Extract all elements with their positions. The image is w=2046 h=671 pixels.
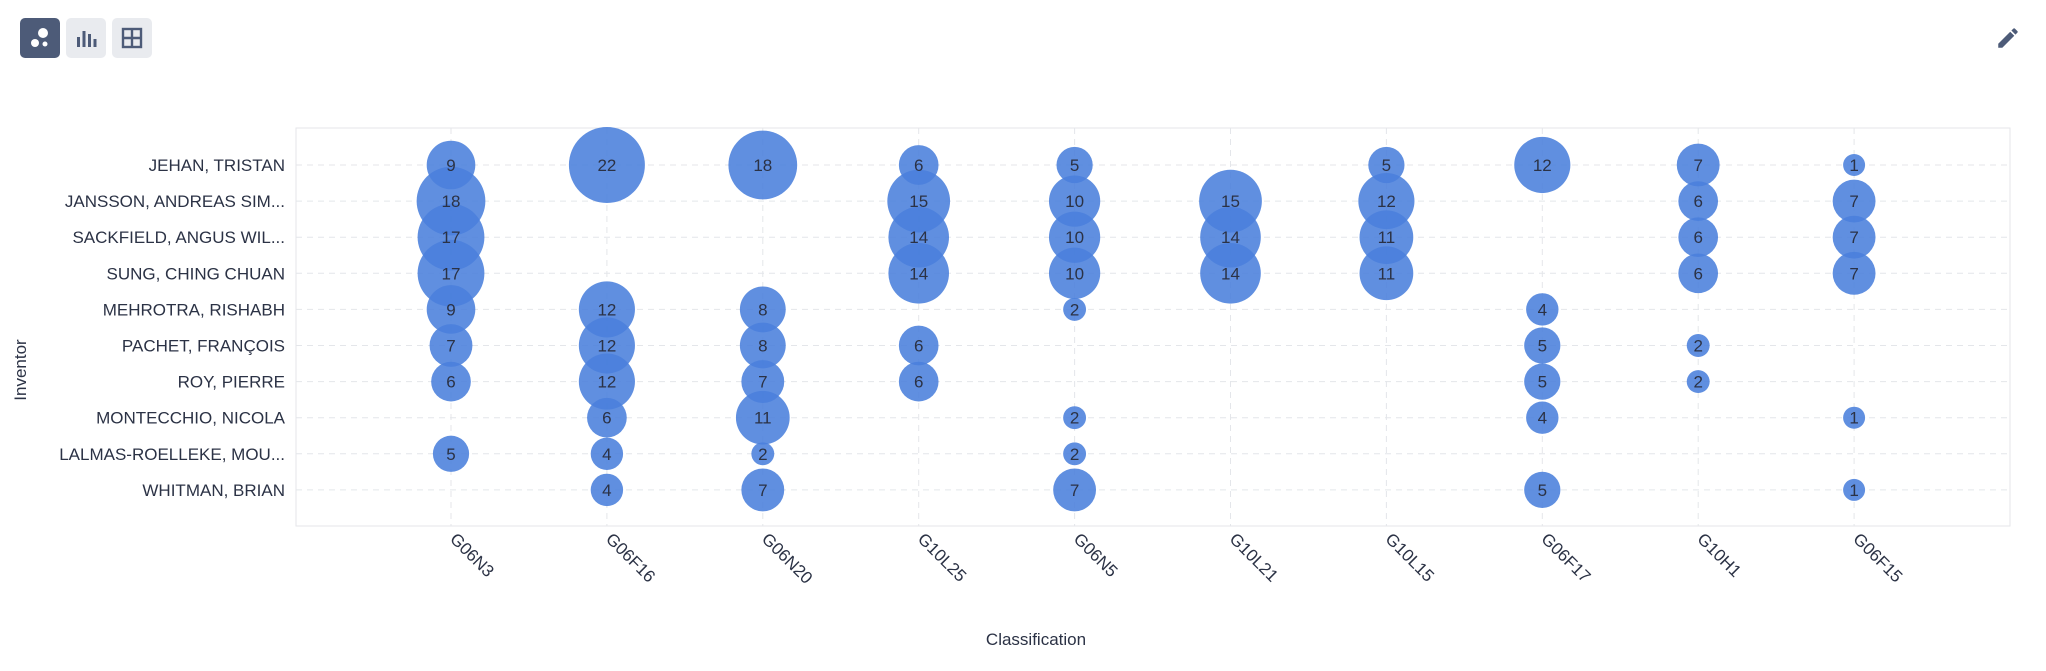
bubble-value-label: 18	[753, 156, 772, 175]
x-tick-label: G10L21	[1226, 529, 1282, 585]
bubble-value-label: 6	[1693, 228, 1702, 247]
y-tick-label: PACHET, FRANÇOIS	[122, 337, 285, 356]
bubble-value-label: 7	[1693, 156, 1702, 175]
bubble-value-label: 18	[442, 192, 461, 211]
bubble-value-label: 4	[602, 445, 611, 464]
bubble-value-label: 10	[1065, 228, 1084, 247]
bubble-value-label: 6	[1693, 264, 1702, 283]
bubble-value-label: 12	[597, 300, 616, 319]
bubble-value-label: 5	[1070, 156, 1079, 175]
bubble-value-label: 2	[1693, 337, 1702, 356]
bubble-value-label: 15	[1221, 192, 1240, 211]
bubble-value-label: 14	[909, 228, 928, 247]
bubble-value-label: 6	[914, 373, 923, 392]
x-tick-label: G06F16	[602, 529, 659, 586]
y-tick-label: LALMAS-ROELLEKE, MOU...	[59, 445, 285, 464]
bubble-value-label: 5	[1538, 481, 1547, 500]
bubble-value-label: 7	[1070, 481, 1079, 500]
bubble-value-label: 1	[1849, 156, 1858, 175]
bubble-value-label: 9	[446, 300, 455, 319]
bubble-value-label: 4	[602, 481, 611, 500]
bubble-value-label: 6	[446, 373, 455, 392]
bubble-value-label: 6	[914, 337, 923, 356]
bubble-value-label: 8	[758, 300, 767, 319]
bubble-value-label: 11	[1378, 228, 1396, 247]
bubble-value-label: 5	[1538, 337, 1547, 356]
x-tick-label: G10L25	[914, 529, 970, 585]
bubble-value-label: 14	[1221, 264, 1240, 283]
bubble-value-label: 1	[1849, 481, 1858, 500]
x-tick-label: G06F17	[1537, 529, 1594, 586]
bubble-value-label: 5	[1382, 156, 1391, 175]
y-axis-title: Inventor	[11, 339, 30, 401]
bubble-value-label: 14	[909, 264, 928, 283]
y-tick-label: JANSSON, ANDREAS SIM...	[65, 192, 285, 211]
bubble-value-label: 10	[1065, 192, 1084, 211]
bubble-value-label: 14	[1221, 228, 1240, 247]
bubble-value-label: 4	[1538, 409, 1547, 428]
bubble-value-label: 2	[1693, 373, 1702, 392]
bubble-value-label: 6	[1693, 192, 1702, 211]
x-tick-label: G06F15	[1849, 529, 1906, 586]
bubble-value-label: 2	[1070, 445, 1079, 464]
bubble-value-label: 12	[597, 373, 616, 392]
bubble-value-label: 12	[597, 337, 616, 356]
bubble-value-label: 2	[1070, 300, 1079, 319]
bubble-value-label: 7	[758, 481, 767, 500]
x-tick-label: G06N20	[758, 529, 816, 587]
bubble-value-label: 7	[758, 373, 767, 392]
x-tick-label: G10H1	[1693, 529, 1745, 581]
bubble-value-label: 17	[442, 264, 461, 283]
bubble-value-label: 12	[1377, 192, 1396, 211]
bubble-value-label: 4	[1538, 300, 1547, 319]
y-tick-label: WHITMAN, BRIAN	[142, 481, 285, 500]
x-tick-label: G10L15	[1382, 529, 1438, 585]
x-tick-label: G06N5	[1070, 529, 1122, 581]
bubble-value-label: 11	[754, 409, 772, 428]
bubble-value-label: 6	[602, 409, 611, 428]
bubble-value-label: 5	[1538, 373, 1547, 392]
bubble-value-label: 7	[1849, 264, 1858, 283]
bubble-value-label: 12	[1533, 156, 1552, 175]
bubble-value-label: 9	[446, 156, 455, 175]
bubble-value-label: 15	[909, 192, 928, 211]
bubble-value-label: 2	[758, 445, 767, 464]
bubble-value-label: 1	[1849, 409, 1858, 428]
bubble-value-label: 17	[442, 228, 461, 247]
y-tick-label: MONTECCHIO, NICOLA	[96, 409, 286, 428]
plot-area	[296, 128, 2010, 526]
y-tick-label: MEHROTRA, RISHABH	[103, 300, 285, 319]
x-tick-label: G06N3	[446, 529, 498, 581]
bubble-value-label: 7	[1849, 228, 1858, 247]
bubble-value-label: 11	[1378, 264, 1396, 283]
bubble-value-label: 22	[597, 156, 616, 175]
bubble-value-label: 6	[914, 156, 923, 175]
bubble-value-label: 7	[1849, 192, 1858, 211]
bubble-value-label: 8	[758, 337, 767, 356]
bubble-value-label: 7	[446, 337, 455, 356]
bubble-value-label: 2	[1070, 409, 1079, 428]
y-tick-label: SUNG, CHING CHUAN	[106, 264, 285, 283]
y-tick-label: SACKFIELD, ANGUS WIL...	[72, 228, 285, 247]
bubble-value-label: 10	[1065, 264, 1084, 283]
x-axis-title: Classification	[986, 630, 1086, 649]
y-tick-label: ROY, PIERRE	[178, 373, 285, 392]
bubble-value-label: 5	[446, 445, 455, 464]
y-tick-label: JEHAN, TRISTAN	[149, 156, 285, 175]
